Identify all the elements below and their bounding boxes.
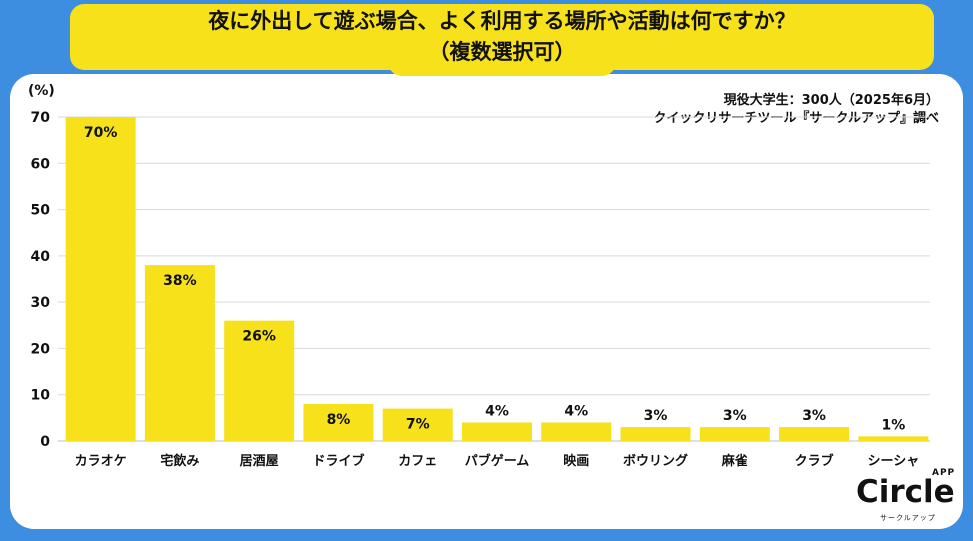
logo-subtitle: サークルアップ [880,514,936,522]
source-line1: 現役大学生：300人（2025年6月） [723,93,939,108]
y-tick-label: 50 [31,203,51,219]
x-tick-label: ドライブ [312,453,364,469]
circle-app-logo: Circle APP サークルアップ [852,468,962,526]
bar [65,117,136,441]
y-tick-label: 20 [31,341,51,357]
bar-value-label: 26% [242,329,276,345]
x-tick-label: パブゲーム [465,453,530,469]
y-axis-label: (%) [28,83,55,99]
y-tick-label: 40 [31,249,51,265]
bar-value-label: 38% [163,273,197,289]
chart-title-line1: 夜に外出して遊ぶ場合、よく利用する場所や活動は何ですか？ [208,9,796,33]
bar [541,422,612,441]
x-tick-label: カフェ [398,454,437,469]
bar [224,320,295,441]
y-tick-label: 60 [31,156,51,172]
y-tick-label: 70 [31,110,51,126]
y-tick-label: 10 [31,388,51,404]
bar-value-label: 8% [327,412,351,428]
bar [699,427,770,441]
survey-source: 現役大学生：300人（2025年6月） クイックリサーチツール『サークルアップ』… [653,92,939,128]
logo-wordmark: Circle [856,474,955,510]
x-tick-label: 居酒屋 [240,454,279,469]
bar [858,436,929,441]
x-tick-label: シーシャ [867,454,919,469]
x-tick-label: 麻雀 [721,453,748,469]
bar [144,265,215,441]
source-line2: クイックリサーチツール『サークルアップ』調べ [653,111,939,126]
x-tick-label: クラブ [795,453,834,469]
bar-value-label: 3% [723,408,747,424]
bar-value-label: 3% [644,408,668,424]
bar-value-label: 1% [881,417,905,433]
y-tick-label: 0 [40,434,50,450]
y-tick-label: 30 [31,295,51,311]
bar-value-label: 3% [802,408,826,424]
bar-value-label: 70% [84,125,118,141]
logo-app-tag: APP [932,468,956,478]
x-tick-label: カラオケ [75,454,127,469]
bar [462,422,532,441]
title-background-line2 [388,40,616,76]
bar-value-label: 4% [564,403,588,419]
bar [779,427,850,441]
chart-title: 夜に外出して遊ぶ場合、よく利用する場所や活動は何ですか？ （複数選択可） [70,6,934,68]
x-tick-label: ボウリング [623,453,688,469]
bar-value-label: 4% [485,403,509,419]
x-tick-label: 宅飲み [160,453,199,469]
bar [382,408,453,441]
bar-value-label: 7% [406,417,430,433]
bar [303,403,374,441]
x-tick-label: 映画 [563,453,589,469]
bar [620,427,691,441]
chart-title-line2: （複数選択可） [428,40,576,64]
